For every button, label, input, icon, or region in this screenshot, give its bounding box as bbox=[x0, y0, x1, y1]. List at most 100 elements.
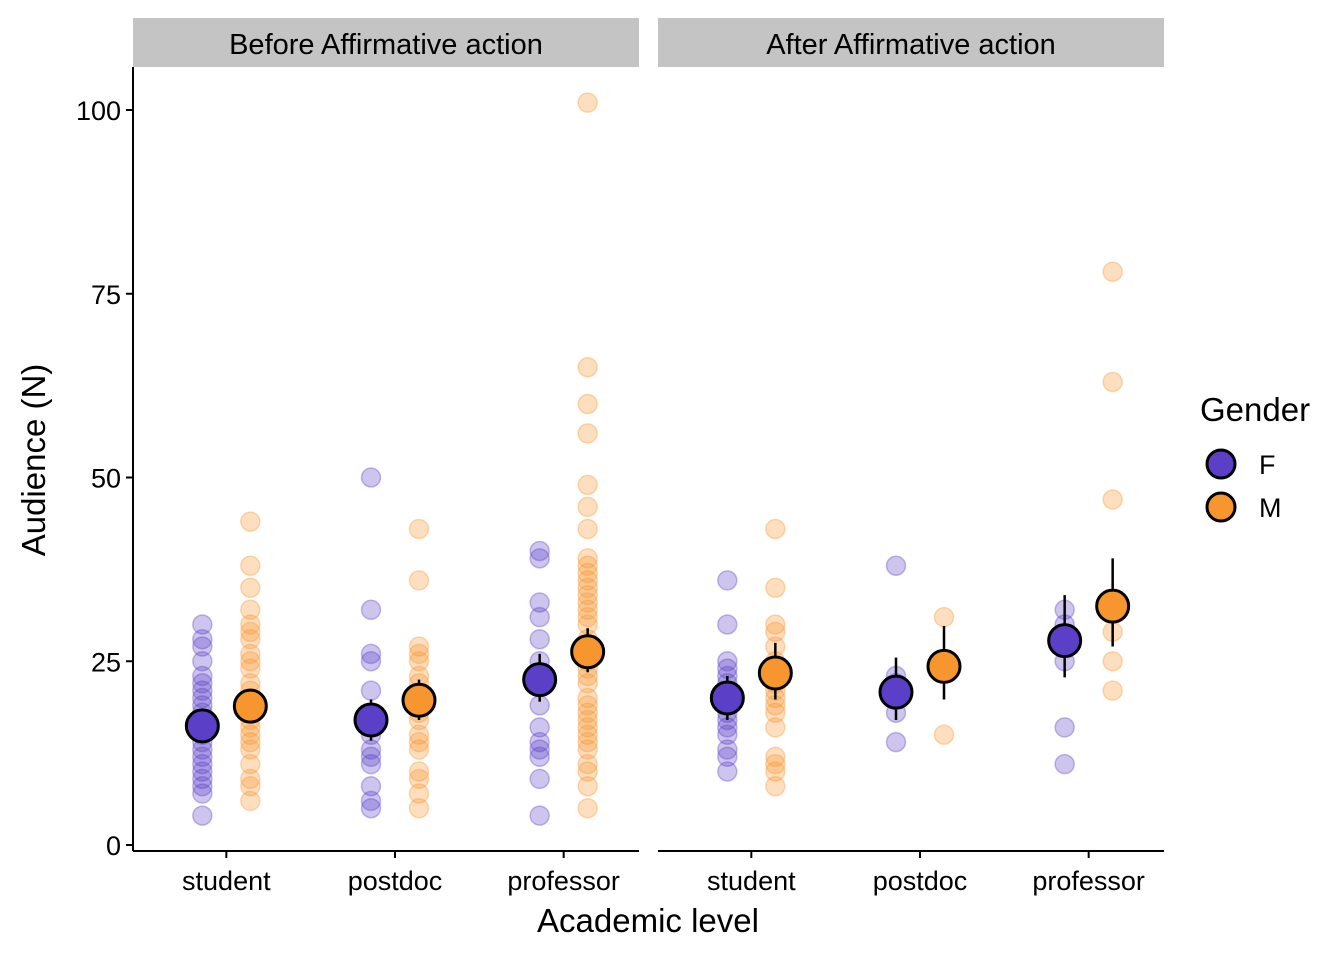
data-point-f bbox=[192, 680, 213, 701]
data-point-m bbox=[1102, 261, 1123, 282]
mean-point-f bbox=[878, 674, 914, 710]
data-point-m bbox=[1102, 651, 1123, 672]
legend: Gender F M bbox=[1200, 391, 1310, 523]
data-point-f bbox=[192, 687, 213, 709]
data-point-m bbox=[240, 599, 261, 621]
data-point-m bbox=[408, 570, 430, 591]
data-point-m bbox=[408, 724, 430, 745]
data-point-m bbox=[577, 592, 598, 613]
data-point-m bbox=[577, 584, 598, 606]
data-point-f bbox=[192, 753, 213, 775]
data-point-f bbox=[1054, 753, 1075, 775]
y-tick-label: 100 bbox=[76, 96, 121, 126]
data-point-m bbox=[577, 798, 598, 819]
facet-strip-label: After Affirmative action bbox=[766, 29, 1056, 61]
data-point-m bbox=[408, 768, 430, 790]
data-point-m bbox=[577, 717, 598, 738]
mean-point-f bbox=[353, 702, 389, 738]
y-axis-title: Audience (N) bbox=[15, 364, 52, 557]
data-point-f bbox=[192, 783, 213, 804]
data-point-m bbox=[577, 702, 598, 723]
data-point-m bbox=[240, 775, 261, 797]
data-point-m bbox=[577, 577, 598, 598]
data-point-m bbox=[408, 798, 430, 819]
data-point-f bbox=[360, 775, 382, 797]
data-point-m bbox=[577, 357, 598, 378]
data-point-m bbox=[408, 643, 430, 665]
data-point-m bbox=[765, 614, 786, 635]
x-tick-label: professor bbox=[507, 866, 620, 896]
data-point-m bbox=[240, 790, 261, 812]
x-tick-label: postdoc bbox=[873, 866, 968, 896]
data-point-m bbox=[408, 783, 430, 804]
data-point-f bbox=[717, 651, 738, 672]
data-point-m bbox=[765, 621, 786, 643]
data-point-m bbox=[765, 717, 786, 738]
mean-point-m bbox=[1095, 588, 1131, 624]
data-point-m bbox=[577, 393, 598, 415]
data-point-m bbox=[577, 695, 598, 716]
data-point-m bbox=[240, 643, 261, 665]
y-tick-label: 0 bbox=[106, 831, 121, 861]
panel-1: Before Affirmative action 0 25 50 75 100 stude… bbox=[76, 18, 639, 896]
data-point-m bbox=[577, 687, 598, 709]
data-point-f bbox=[360, 643, 382, 665]
data-point-m bbox=[765, 761, 786, 782]
data-point-f bbox=[529, 548, 550, 569]
data-point-m bbox=[577, 562, 598, 584]
mean-point-m bbox=[401, 682, 437, 718]
data-point-f bbox=[529, 540, 550, 562]
data-point-f bbox=[192, 665, 213, 687]
data-point-f bbox=[360, 680, 382, 701]
data-point-m bbox=[577, 423, 598, 444]
data-point-m bbox=[577, 709, 598, 731]
panels-layer: Before Affirmative action 0 25 50 75 100 stude… bbox=[76, 18, 1164, 896]
data-point-m bbox=[765, 753, 786, 775]
data-point-f bbox=[529, 628, 550, 650]
legend-swatch-m bbox=[1205, 491, 1237, 523]
data-point-m bbox=[408, 651, 430, 672]
facet-strip bbox=[133, 18, 639, 67]
data-point-m bbox=[577, 673, 598, 694]
mean-point-f bbox=[522, 662, 558, 698]
data-point-m bbox=[577, 775, 598, 797]
x-tick-label: student bbox=[707, 866, 796, 896]
data-point-m bbox=[240, 753, 261, 775]
data-point-m bbox=[1102, 489, 1123, 510]
legend-title: Gender bbox=[1200, 391, 1310, 428]
data-point-f bbox=[360, 746, 382, 768]
data-point-m bbox=[577, 753, 598, 775]
data-point-f bbox=[717, 739, 738, 760]
x-tick-label: professor bbox=[1032, 866, 1145, 896]
data-point-f bbox=[529, 606, 550, 628]
data-point-f bbox=[529, 746, 550, 768]
data-point-m bbox=[577, 496, 598, 518]
data-point-m bbox=[577, 570, 598, 591]
data-point-f bbox=[192, 746, 213, 768]
mean-point-f bbox=[1047, 623, 1083, 659]
data-point-f bbox=[529, 717, 550, 738]
data-point-m bbox=[765, 746, 786, 768]
mean-point-m bbox=[757, 655, 793, 691]
data-point-m bbox=[577, 606, 598, 628]
data-point-m bbox=[240, 577, 261, 598]
data-point-m bbox=[240, 724, 261, 745]
data-point-f bbox=[529, 805, 550, 826]
data-point-m bbox=[577, 599, 598, 621]
data-point-m bbox=[240, 511, 261, 532]
facet-strip-label: Before Affirmative action bbox=[229, 29, 543, 61]
data-point-m bbox=[240, 614, 261, 635]
data-point-f bbox=[529, 739, 550, 760]
data-point-f bbox=[1054, 717, 1075, 738]
data-point-m bbox=[240, 651, 261, 672]
data-point-f bbox=[192, 805, 213, 826]
data-point-f bbox=[529, 768, 550, 790]
data-point-f bbox=[717, 761, 738, 782]
mean-point-f bbox=[184, 708, 220, 744]
data-point-m bbox=[408, 761, 430, 782]
legend-label-m: M bbox=[1259, 493, 1282, 523]
data-point-m bbox=[408, 518, 430, 540]
data-point-m bbox=[577, 548, 598, 569]
data-point-f bbox=[717, 746, 738, 768]
